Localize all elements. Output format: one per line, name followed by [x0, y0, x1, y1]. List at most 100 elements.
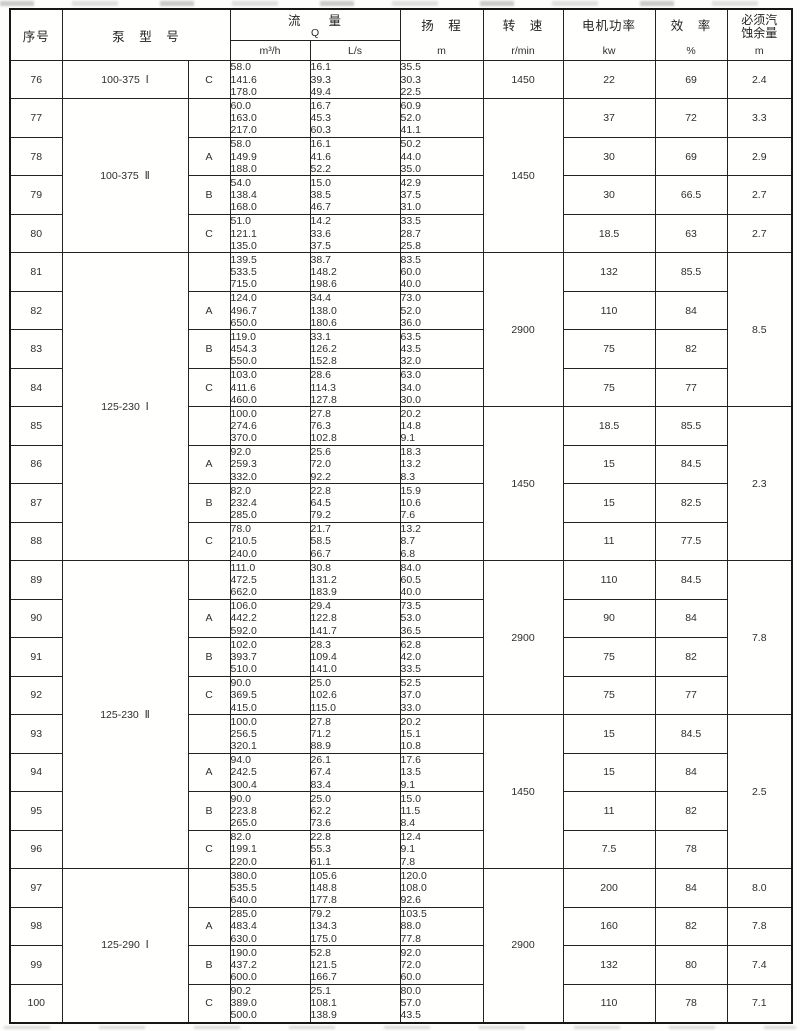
head-cell: 103.5 88.0 77.8: [399, 906, 484, 947]
power-cell: 11: [562, 791, 656, 831]
npsh-cell: 2.7: [726, 213, 793, 254]
serial-cell: 77: [9, 98, 63, 138]
table-header: 序号 泵 型 号 流 量 Q 扬 程 m 转 速 r/min: [9, 8, 793, 62]
variant-cell: [187, 98, 231, 138]
power-cell: 30: [562, 175, 656, 215]
header-npsh-label-line2: 蚀余量: [741, 26, 778, 40]
flow-m3h-cell: 54.0 138.4 168.0: [229, 175, 311, 215]
variant-cell: A: [187, 598, 231, 639]
power-cell: 30: [562, 136, 656, 177]
flow-m3h-cell: 111.0 472.5 662.0: [229, 560, 311, 600]
head-cell: 63.5 43.5 32.0: [399, 329, 484, 369]
table-row-100: 100 C 90.2 389.0 500.0 25.1 108.1 138.9 80.0 57.0…: [9, 983, 793, 1024]
model-cell: 125-230 Ⅰ: [61, 252, 189, 562]
table-row-94: 94 A 94.0 242.5 300.4 26.1 67.4 83.4 17.6 13.5 9.1…: [9, 752, 792, 793]
header-flow: 流 量 Q: [229, 8, 401, 41]
power-cell: 132: [562, 945, 656, 985]
flow-ls-cell: 25.1 108.1 138.9: [309, 983, 401, 1024]
head-cell: 80.0 57.0 43.5: [399, 983, 484, 1024]
variant-cell: [187, 560, 231, 600]
power-cell: 110: [562, 983, 656, 1024]
header-efficiency-unit: %: [686, 45, 696, 57]
efficiency-cell: 77: [654, 367, 728, 408]
flow-ls-cell: 25.6 72.0 92.2: [309, 444, 401, 485]
flow-m3h-cell: 90.0 369.5 415.0: [229, 675, 311, 716]
flow-ls-cell: 14.2 33.6 37.5: [309, 213, 401, 254]
flow-ls-cell: 27.8 71.2 88.9: [309, 714, 401, 754]
npsh-cell: 7.8: [726, 560, 793, 716]
head-cell: 60.9 52.0 41.1: [399, 98, 484, 138]
serial-cell: 97: [9, 868, 63, 908]
npsh-cell: 7.1: [726, 983, 793, 1024]
head-cell: 18.3 13.2 8.3: [399, 444, 484, 485]
table-row-87: 87 B 82.0 232.4 285.0 22.8 64.5 79.2 15.9 10.6 7.6…: [9, 483, 792, 523]
header-flow-ls: L/s: [309, 39, 401, 62]
pump-spec-table: 序号 泵 型 号 流 量 Q 扬 程 m 转 速 r/min: [9, 8, 794, 1024]
variant-cell: A: [187, 136, 231, 177]
model-cell: 100-375 Ⅱ: [61, 98, 189, 254]
npsh-cell: 2.9: [726, 136, 793, 177]
header-flow-m3h: m³/h: [229, 39, 311, 62]
npsh-cell: 2.5: [726, 714, 793, 870]
power-cell: 200: [562, 868, 656, 908]
variant-cell: C: [187, 983, 231, 1024]
speed-cell: 1450: [482, 98, 564, 254]
power-cell: 37: [562, 98, 656, 138]
header-flow-m3h-unit: m³/h: [259, 45, 281, 58]
efficiency-cell: 84.5: [654, 714, 728, 754]
table-row-77: 77 100-375 Ⅱ 60.0 163.0 217.0 16.7 45.3 60.3 60.…: [9, 98, 793, 254]
serial-cell: 78: [9, 136, 63, 177]
efficiency-cell: 82: [654, 791, 728, 831]
power-cell: 15: [562, 752, 656, 793]
flow-ls-cell: 38.7 148.2 198.6: [309, 252, 401, 292]
header-head: 扬 程 m: [399, 8, 484, 61]
speed-cell: 2900: [482, 252, 564, 408]
flow-m3h-cell: 90.0 223.8 265.0: [229, 791, 311, 831]
power-cell: 22: [562, 59, 656, 100]
power-cell: 75: [562, 367, 656, 408]
table-row-89: 89 125-230 Ⅱ 111.0 472.5 662.0 30.8 131.2 183.9…: [9, 560, 793, 870]
npsh-cell: 8.5: [726, 252, 793, 408]
head-cell: 33.5 28.7 25.8: [399, 213, 484, 254]
header-serial: 序号: [9, 8, 63, 61]
table-row-80: 80 C 51.0 121.1 135.0 14.2 33.6 37.5 33.5 28.7 25.…: [9, 213, 793, 254]
flow-ls-cell: 26.1 67.4 83.4: [309, 752, 401, 793]
serial-cell: 90: [9, 598, 63, 639]
variant-cell: [187, 252, 231, 292]
head-cell: 92.0 72.0 60.0: [399, 945, 484, 985]
flow-m3h-cell: 94.0 242.5 300.4: [229, 752, 311, 793]
variant-cell: [187, 406, 231, 446]
efficiency-cell: 77: [654, 675, 728, 716]
flow-ls-cell: 30.8 131.2 183.9: [309, 560, 401, 600]
flow-ls-cell: 22.8 55.3 61.1: [309, 829, 401, 870]
table-row-84: 84 C 103.0 411.6 460.0 28.6 114.3 127.8 63.0 34.0…: [9, 367, 792, 408]
power-cell: 18.5: [562, 213, 656, 254]
table-row-81: 81 125-230 Ⅰ 139.5 533.5 715.0 38.7 148.2 198.6…: [9, 252, 793, 562]
table-row-78: 78 A 58.0 149.9 188.0 16.1 41.6 52.2 50.2 44.0 35.…: [9, 136, 793, 177]
flow-m3h-cell: 103.0 411.6 460.0: [229, 367, 311, 408]
header-speed-unit: r/min: [511, 45, 535, 57]
flow-ls-cell: 15.0 38.5 46.7: [309, 175, 401, 215]
flow-m3h-cell: 190.0 437.2 600.0: [229, 945, 311, 985]
npsh-cell: 3.3: [726, 98, 793, 138]
flow-ls-cell: 16.7 45.3 60.3: [309, 98, 401, 138]
table-row-82: 82 A 124.0 496.7 650.0 34.4 138.0 180.6 73.0 52.0…: [9, 290, 792, 331]
efficiency-cell: 84.5: [654, 444, 728, 485]
serial-cell: 85: [9, 406, 63, 446]
flow-ls-cell: 27.8 76.3 102.8: [309, 406, 401, 446]
pump-table-body: 76 100-375 Ⅰ C 58.0 141.6 178.0 16.1 39.3 49.4 35…: [9, 59, 793, 1024]
flow-ls-cell: 21.7 58.5 66.7: [309, 521, 401, 562]
npsh-cell: 2.3: [726, 406, 793, 562]
power-cell: 75: [562, 675, 656, 716]
efficiency-cell: 82: [654, 329, 728, 369]
serial-cell: 100: [9, 983, 63, 1024]
variant-cell: C: [187, 675, 231, 716]
flow-ls-cell: 22.8 64.5 79.2: [309, 483, 401, 523]
table-row-98: 98 A 285.0 483.4 630.0 79.2 134.3 175.0 103.5 88.…: [9, 906, 793, 947]
efficiency-cell: 85.5: [654, 252, 728, 292]
head-cell: 73.5 53.0 36.5: [399, 598, 484, 639]
efficiency-cell: 69: [654, 136, 728, 177]
table-row-97: 97 125-290 Ⅰ 380.0 535.5 640.0 105.6 148.8 177.…: [9, 868, 793, 1024]
efficiency-cell: 69: [654, 59, 728, 100]
header-flow-ls-unit: L/s: [348, 45, 363, 58]
